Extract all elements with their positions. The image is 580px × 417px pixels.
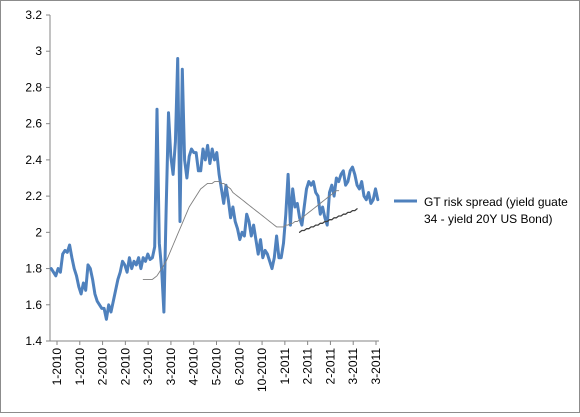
y-tick-label: 2.6 bbox=[25, 117, 42, 131]
x-tick-label: 2-2010 bbox=[118, 348, 132, 386]
y-tick-label: 1.4 bbox=[25, 334, 42, 348]
x-tick-label: 5-2010 bbox=[210, 348, 224, 386]
legend-label-line-1: GT risk spread (yield guate bbox=[424, 195, 568, 209]
x-tick-label: 2-2010 bbox=[96, 348, 110, 386]
x-tick-label: 3-2010 bbox=[164, 348, 178, 386]
x-tick-label: 2-2011 bbox=[301, 348, 315, 385]
y-tick-label: 2.2 bbox=[25, 189, 42, 203]
y-tick-label: 3 bbox=[35, 44, 42, 58]
x-tick-label: 3-2011 bbox=[346, 348, 360, 385]
x-tick-label: 1-2010 bbox=[73, 348, 87, 386]
legend-layer: GT risk spread (yield guate 34 - yield 2… bbox=[394, 195, 568, 226]
x-tick-label: 1-2010 bbox=[50, 348, 64, 386]
x-tick-label: 4-2010 bbox=[187, 348, 201, 386]
series-line-3 bbox=[298, 208, 358, 233]
y-tick-label: 3.2 bbox=[25, 8, 42, 22]
y-tick-label: 2 bbox=[35, 225, 42, 239]
y-tick-label: 2.8 bbox=[25, 80, 42, 94]
x-tick-label: 3-2010 bbox=[141, 348, 155, 386]
x-tick-label: 3-2011 bbox=[369, 348, 383, 385]
axes-layer: 1.4 1.6 1.8 2 2.2 2.4 2.6 2.8 3 3.2 1-2010 1-2010 2-… bbox=[25, 8, 383, 392]
x-tick-label: 10-2010 bbox=[255, 348, 269, 392]
x-tick-label: 2-2011 bbox=[323, 348, 337, 385]
series-layer bbox=[49, 57, 380, 321]
x-tick-label: 1-2011 bbox=[278, 348, 292, 385]
y-tick-label: 1.8 bbox=[25, 262, 42, 276]
series-line-1 bbox=[49, 57, 380, 321]
series-line-2 bbox=[142, 181, 340, 280]
x-tick-label: 6-2010 bbox=[232, 348, 246, 386]
y-tick-label: 2.4 bbox=[25, 153, 42, 167]
legend-label-line-2: 34 - yield 20Y US Bond) bbox=[424, 212, 553, 226]
y-tick-label: 1.6 bbox=[25, 298, 42, 312]
